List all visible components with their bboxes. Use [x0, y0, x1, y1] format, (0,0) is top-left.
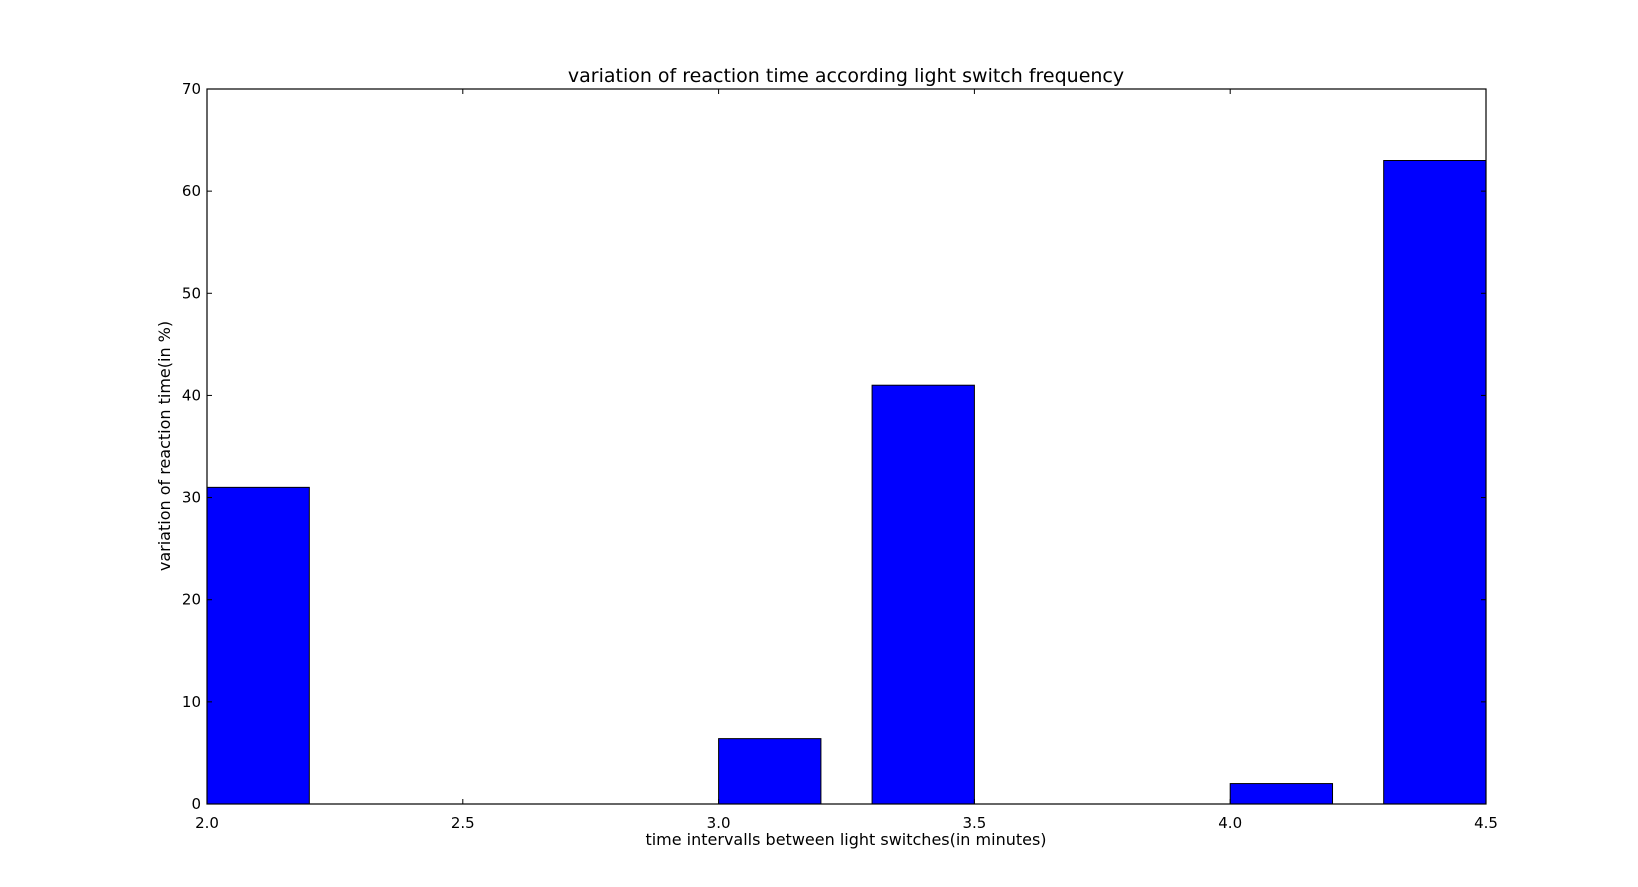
- y-tick-label-5: 50: [182, 284, 201, 302]
- y-tick-label-7: 70: [182, 80, 201, 98]
- x-axis-label: time intervalls between light switches(i…: [645, 830, 1046, 849]
- y-tick-label-1: 10: [182, 693, 201, 711]
- bar-3: [1229, 783, 1334, 805]
- bar-4: [1383, 160, 1487, 805]
- bar-2: [871, 384, 975, 805]
- x-tick-label-0: 2.0: [195, 814, 219, 832]
- y-axis-label: variation of reaction time(in %): [155, 321, 174, 571]
- x-tick-label-5: 4.5: [1474, 814, 1498, 832]
- y-tick-label-6: 60: [182, 182, 201, 200]
- y-tick-label-0: 0: [191, 795, 201, 813]
- ticks-group: 2.0 2.5 3.0 3.5 4.0 4.5 0 10 20 30 40 50 60 70: [182, 80, 1498, 832]
- chart-title: variation of reaction time according lig…: [568, 65, 1124, 87]
- y-tick-label-3: 30: [182, 489, 201, 507]
- bar-1: [718, 738, 822, 805]
- bar-0: [206, 486, 310, 805]
- y-tick-label-2: 20: [182, 591, 201, 609]
- y-tick-label-4: 40: [182, 386, 201, 404]
- bars-group: [206, 160, 1487, 805]
- x-tick-label-3: 3.5: [962, 814, 986, 832]
- x-tick-label-2: 3.0: [707, 814, 731, 832]
- plot-frame: [206, 88, 1487, 805]
- x-tick-label-4: 4.0: [1218, 814, 1242, 832]
- x-tick-label-1: 2.5: [451, 814, 475, 832]
